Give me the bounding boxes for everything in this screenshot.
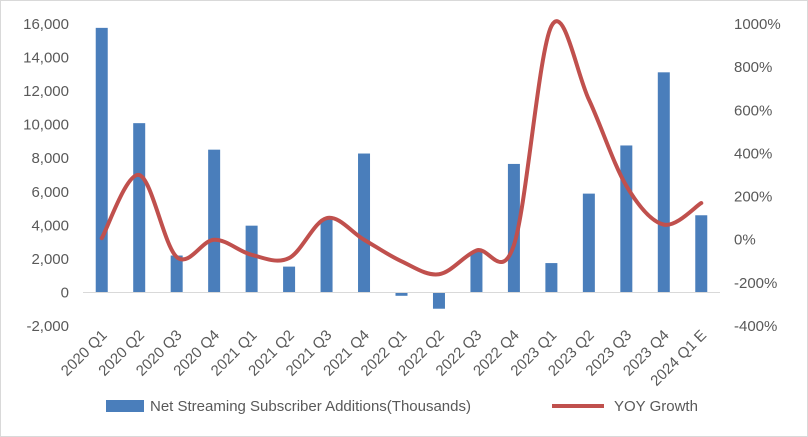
right-tick-label: -400% xyxy=(734,318,777,335)
bar xyxy=(432,292,445,309)
bar xyxy=(545,263,558,293)
bar xyxy=(395,292,408,296)
yoy-growth-line xyxy=(99,19,704,277)
bar xyxy=(208,149,221,293)
right-tick-label: -200% xyxy=(734,275,777,292)
bar xyxy=(133,123,146,293)
bar xyxy=(582,193,595,293)
bar xyxy=(320,218,333,293)
left-tick-label: 14,000 xyxy=(23,50,69,67)
left-tick-label: 2,000 xyxy=(31,251,69,268)
right-tick-label: 200% xyxy=(734,189,772,206)
left-tick-label: 0 xyxy=(61,284,69,301)
bar xyxy=(95,27,108,293)
bar xyxy=(283,266,296,293)
right-tick-label: 0% xyxy=(734,232,756,249)
right-tick-label: 400% xyxy=(734,145,772,162)
left-tick-label: 8,000 xyxy=(31,150,69,167)
legend-label-line: YOY Growth xyxy=(614,398,698,415)
bar xyxy=(245,225,258,293)
right-axis-ticks: -400% -200% 0% 200% 400% 600% 800% 1000% xyxy=(734,16,781,335)
bar xyxy=(507,163,520,293)
left-tick-label: -2,000 xyxy=(26,318,69,335)
right-tick-label: 600% xyxy=(734,102,772,119)
left-tick-label: 16,000 xyxy=(23,16,69,33)
left-tick-label: 6,000 xyxy=(31,184,69,201)
bar xyxy=(170,255,183,293)
right-tick-label: 800% xyxy=(734,59,772,76)
bar xyxy=(358,153,371,293)
right-tick-label: 1000% xyxy=(734,16,781,33)
left-tick-label: 12,000 xyxy=(23,83,69,100)
bar xyxy=(470,252,483,293)
left-axis-ticks: -2,000 0 2,000 4,000 6,000 8,000 10,000 12,000 1… xyxy=(23,16,69,335)
legend: Net Streaming Subscriber Additions(Thous… xyxy=(106,398,698,415)
legend-label-bars: Net Streaming Subscriber Additions(Thous… xyxy=(150,398,471,415)
bar xyxy=(695,215,708,293)
legend-swatch-bars xyxy=(106,400,144,412)
left-tick-label: 10,000 xyxy=(23,117,69,134)
bar-series xyxy=(95,27,708,309)
bar xyxy=(620,145,633,293)
bar xyxy=(657,72,670,293)
left-tick-label: 4,000 xyxy=(31,217,69,234)
